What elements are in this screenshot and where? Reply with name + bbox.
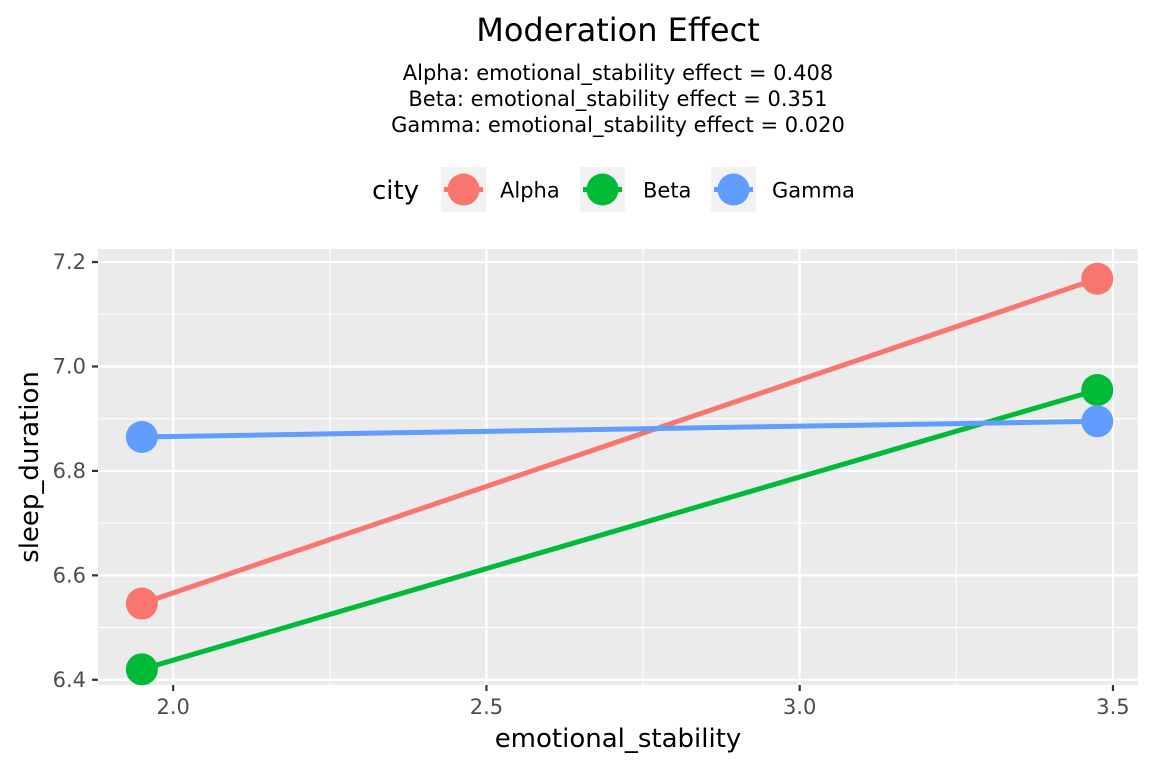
chart-subtitle-gamma: Gamma: emotional_stability effect = 0.02… — [391, 113, 845, 138]
data-point-alpha — [1081, 262, 1114, 295]
x-tick-label: 3.0 — [783, 695, 816, 719]
x-axis-title: emotional_stability — [495, 724, 742, 754]
data-point-gamma — [125, 420, 158, 453]
chart-subtitle-alpha: Alpha: emotional_stability effect = 0.40… — [403, 61, 833, 86]
legend-marker-beta — [586, 173, 619, 206]
series-layer — [125, 262, 1114, 686]
legend-label-beta: Beta — [643, 179, 691, 203]
x-tick-label: 2.0 — [156, 695, 189, 719]
legend-label-alpha: Alpha — [500, 179, 560, 203]
chart-title: Moderation Effect — [476, 11, 760, 49]
data-point-beta — [125, 653, 158, 686]
x-tick-label: 2.5 — [470, 695, 503, 719]
y-tick-label: 6.4 — [53, 668, 86, 692]
y-tick-label: 6.8 — [53, 459, 86, 483]
grid-major — [98, 249, 1138, 685]
data-point-alpha — [125, 587, 158, 620]
series-line-beta — [141, 387, 1098, 672]
y-axis-title: sleep_duration — [15, 371, 45, 563]
y-tick-label: 7.0 — [53, 354, 86, 378]
data-point-gamma — [1081, 405, 1114, 438]
y-axis: 6.4 6.6 6.8 7.0 7.2 — [53, 250, 98, 692]
legend-marker-alpha — [447, 173, 480, 206]
legend-title: city — [372, 176, 419, 206]
x-tick-label: 3.5 — [1096, 695, 1129, 719]
series-line-alpha — [141, 276, 1099, 606]
y-tick-label: 7.2 — [53, 250, 86, 274]
legend-marker-gamma — [717, 173, 750, 206]
grid-minor — [98, 249, 1138, 685]
x-axis: 2.0 2.5 3.0 3.5 — [156, 685, 1130, 719]
legend: city Alpha Beta Gamma — [372, 167, 855, 212]
legend-label-gamma: Gamma — [772, 179, 855, 203]
series-line-gamma — [141, 418, 1098, 440]
data-point-beta — [1081, 373, 1114, 406]
y-tick-label: 6.6 — [53, 563, 86, 587]
chart-subtitle-beta: Beta: emotional_stability effect = 0.351 — [408, 87, 827, 112]
